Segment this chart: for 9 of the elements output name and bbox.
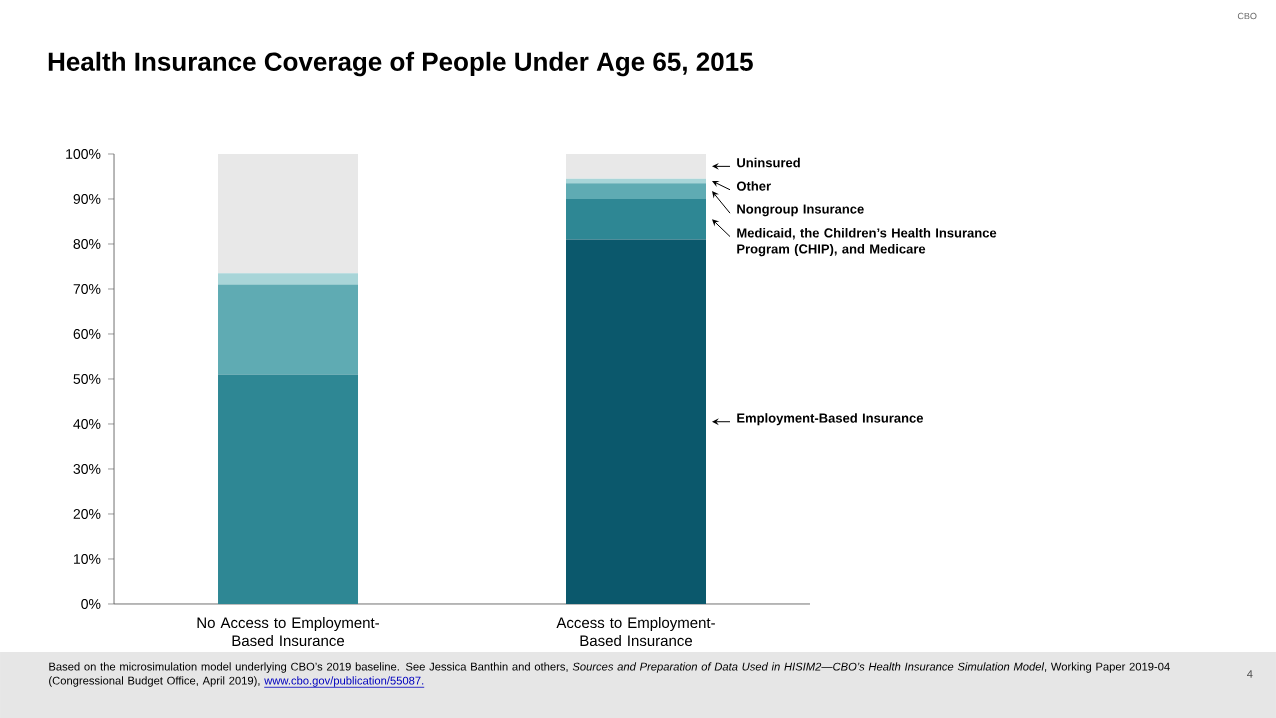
bar: [566, 183, 706, 199]
chart-title: Health Insurance Coverage of People Under Age 65, 2015: [48, 51, 753, 77]
bar: [218, 273, 359, 285]
bar: [566, 239, 706, 604]
bar: [218, 374, 359, 604]
bar: [218, 284, 359, 375]
bar: [566, 198, 706, 240]
bar: [218, 153, 359, 274]
bar: [566, 153, 706, 179]
